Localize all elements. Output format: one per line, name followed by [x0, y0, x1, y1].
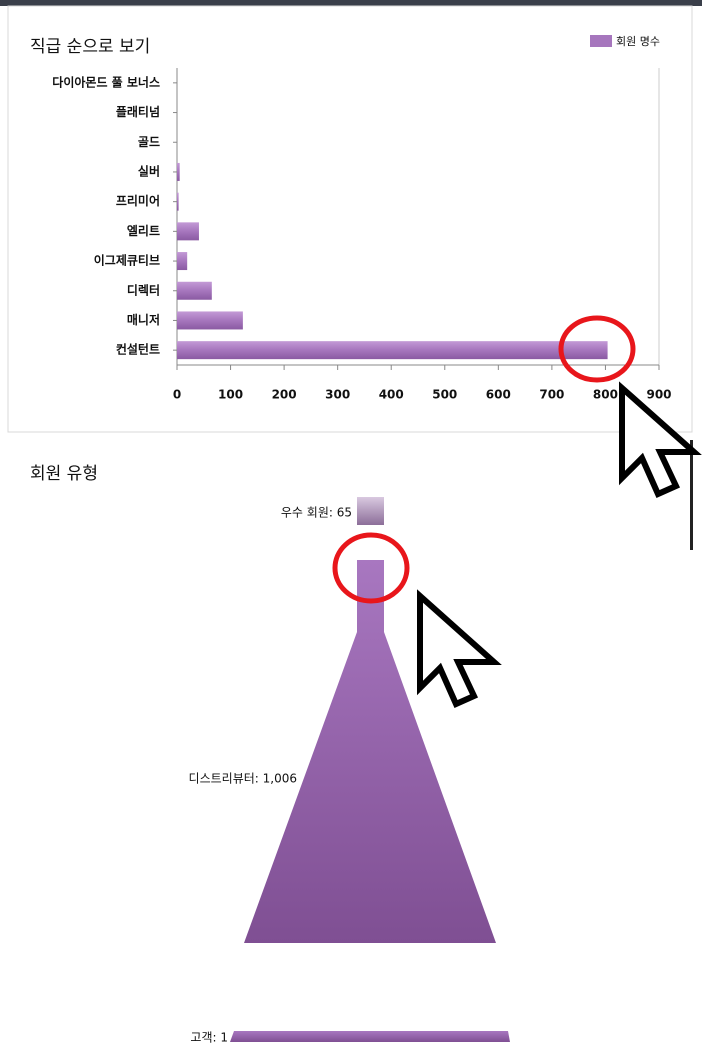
cursor	[619, 381, 702, 498]
x-tick-label: 500	[432, 388, 457, 402]
cursor	[417, 589, 502, 708]
x-tick-label: 0	[173, 388, 181, 402]
x-tick-label: 800	[593, 388, 618, 402]
y-tick-label: 프리미어	[116, 193, 160, 208]
bar	[177, 162, 180, 181]
card	[7, 5, 693, 433]
highlight-circle	[558, 315, 636, 383]
x-tick-label: 700	[539, 388, 564, 402]
y-tick-label: 엘리트	[127, 223, 160, 238]
chart-title: 직급 순으로 보기	[30, 37, 150, 57]
bar	[177, 311, 243, 330]
x-tick-label: 200	[272, 388, 297, 402]
y-tick-label: 다이아몬드 풀 보너스	[52, 74, 160, 89]
y-tick-label: 플래티넘	[116, 104, 160, 119]
rank-chart: 직급 순으로 보기 회원 명수 0 100 200 300 400 500 600 700 800 9…	[30, 35, 672, 402]
legend-label: 회원 명수	[616, 35, 660, 48]
chart-title: 회원 유형	[30, 464, 98, 484]
bar	[177, 252, 188, 271]
data-label: 디스트리뷰터: 1,006	[189, 772, 297, 786]
funnel-segment	[244, 560, 496, 943]
x-tick-label: 100	[218, 388, 243, 402]
bar	[177, 341, 608, 360]
x-tick-label: 600	[486, 388, 511, 402]
bar	[177, 281, 212, 300]
x-tick-label: 300	[325, 388, 350, 402]
funnel-segment	[230, 1031, 510, 1042]
highlight-circle	[332, 532, 410, 604]
y-tick-label: 매니저	[127, 312, 160, 327]
data-label: 고객: 1	[190, 1031, 228, 1045]
data-label: 우수 회원: 65	[281, 506, 352, 520]
y-tick-label: 이그제큐티브	[94, 253, 160, 268]
legend-swatch	[590, 35, 612, 47]
funnel-segment	[357, 497, 384, 525]
y-tick-label: 골드	[138, 135, 160, 149]
y-tick-label: 컨설턴트	[116, 342, 160, 357]
x-tick-label: 900	[646, 388, 671, 402]
x-tick-label: 400	[379, 388, 404, 402]
y-tick-label: 실버	[138, 163, 160, 178]
y-tick-label: 디렉터	[127, 282, 160, 297]
bar	[177, 222, 199, 241]
bar	[177, 192, 179, 211]
window-edge	[0, 0, 702, 6]
window-edge	[690, 440, 693, 550]
